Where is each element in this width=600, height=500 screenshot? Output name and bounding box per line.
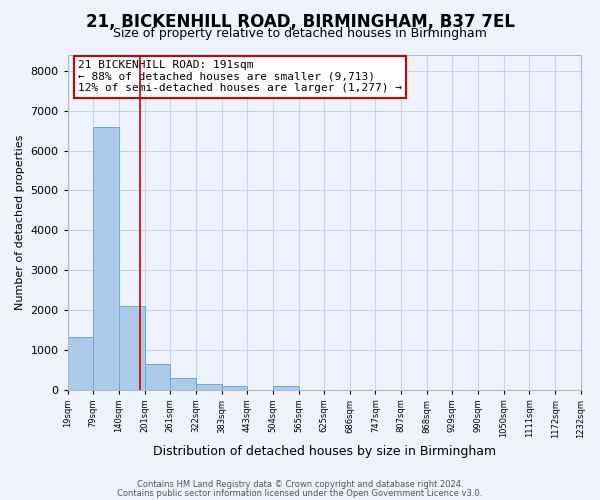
Bar — [170, 378, 196, 390]
Bar — [145, 364, 170, 390]
Bar — [273, 386, 299, 390]
Bar — [68, 337, 93, 390]
Bar — [196, 384, 221, 390]
Text: 21 BICKENHILL ROAD: 191sqm
← 88% of detached houses are smaller (9,713)
12% of s: 21 BICKENHILL ROAD: 191sqm ← 88% of deta… — [78, 60, 402, 93]
Text: Contains public sector information licensed under the Open Government Licence v3: Contains public sector information licen… — [118, 488, 482, 498]
Text: 21, BICKENHILL ROAD, BIRMINGHAM, B37 7EL: 21, BICKENHILL ROAD, BIRMINGHAM, B37 7EL — [86, 12, 515, 30]
Bar — [221, 386, 247, 390]
Text: Size of property relative to detached houses in Birmingham: Size of property relative to detached ho… — [113, 28, 487, 40]
X-axis label: Distribution of detached houses by size in Birmingham: Distribution of detached houses by size … — [152, 444, 496, 458]
Bar — [93, 126, 119, 390]
Text: Contains HM Land Registry data © Crown copyright and database right 2024.: Contains HM Land Registry data © Crown c… — [137, 480, 463, 489]
Bar — [119, 306, 145, 390]
Y-axis label: Number of detached properties: Number of detached properties — [15, 134, 25, 310]
